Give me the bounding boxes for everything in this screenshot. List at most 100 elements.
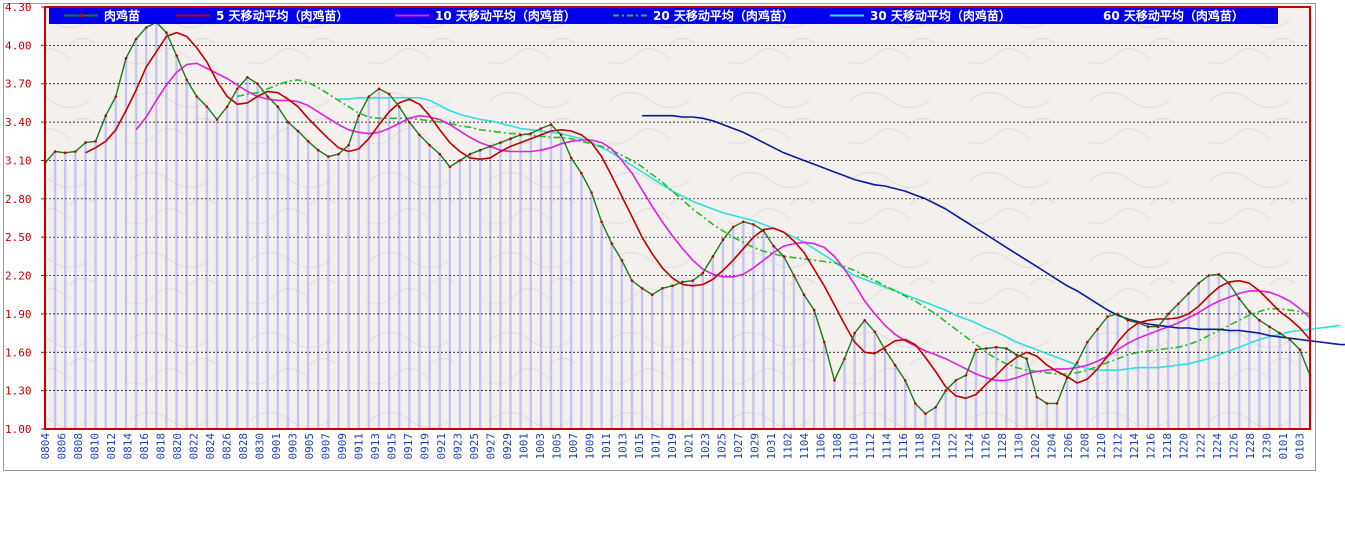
- x-tick-label: 0917: [402, 433, 415, 460]
- x-tick-label: 0820: [171, 433, 184, 460]
- background-bar: [610, 243, 613, 429]
- background-bar: [812, 310, 816, 429]
- x-tick-label: 1104: [798, 433, 811, 460]
- legend-entry: 10 天移动平均（肉鸡苗）: [435, 8, 576, 23]
- x-tick-label: 1130: [1013, 433, 1026, 460]
- data-point: [1167, 312, 1170, 316]
- background-bar: [185, 79, 188, 430]
- data-point: [853, 331, 856, 335]
- background-bar: [600, 221, 603, 429]
- x-tick-label: 0818: [155, 433, 168, 460]
- background-bar: [1146, 326, 1150, 429]
- data-point: [924, 412, 927, 416]
- background-bar: [742, 221, 745, 429]
- data-point: [266, 95, 269, 98]
- background-bar: [944, 390, 947, 429]
- y-tick-label: 2.80: [5, 193, 32, 206]
- legend-entry: 20 天移动平均（肉鸡苗）: [653, 8, 794, 23]
- data-point: [893, 363, 897, 367]
- data-point: [458, 159, 462, 162]
- data-point: [215, 118, 219, 121]
- x-tick-label: 0907: [320, 433, 333, 460]
- data-point: [1116, 312, 1119, 316]
- data-point: [731, 225, 735, 229]
- x-tick-label: 0925: [468, 433, 481, 460]
- y-tick-label: 1.30: [5, 385, 32, 398]
- x-tick-label: 1017: [650, 433, 663, 460]
- x-tick-label: 1116: [897, 433, 910, 460]
- background-bar: [964, 375, 968, 429]
- x-tick-label: 0810: [89, 433, 102, 460]
- x-tick-label: 1126: [980, 433, 993, 460]
- background-bar: [175, 55, 178, 429]
- background-bar: [499, 142, 502, 429]
- background-bar: [347, 145, 350, 429]
- x-tick-label: 1007: [567, 433, 580, 460]
- x-tick-label: 1110: [848, 433, 861, 460]
- background-bar: [256, 83, 259, 429]
- legend-entry: 30 天移动平均（肉鸡苗）: [870, 8, 1011, 23]
- background-bar: [1268, 326, 1271, 429]
- data-point: [984, 347, 988, 350]
- background-bar: [863, 320, 866, 429]
- data-point: [772, 244, 775, 248]
- data-point: [1025, 357, 1028, 361]
- legend-entry: 5 天移动平均（肉鸡苗）: [216, 8, 349, 23]
- data-point: [276, 105, 280, 108]
- data-point: [205, 105, 209, 108]
- background-bar: [337, 154, 340, 429]
- data-point: [438, 152, 442, 156]
- background-bar: [84, 142, 87, 429]
- data-point: [1177, 302, 1180, 306]
- background-bar: [974, 349, 978, 429]
- x-tick-label: 0814: [122, 433, 135, 460]
- data-point: [225, 105, 229, 108]
- background-bar: [145, 27, 148, 429]
- background-bar: [1096, 329, 1099, 429]
- background-bar: [124, 58, 128, 429]
- background-bar: [519, 134, 522, 429]
- background-bar: [104, 115, 107, 429]
- background-bar: [1207, 275, 1210, 429]
- data-point: [509, 137, 512, 140]
- data-point: [286, 120, 290, 124]
- data-point: [74, 150, 77, 153]
- data-point: [104, 114, 107, 117]
- background-bar: [1278, 333, 1281, 429]
- data-point: [600, 220, 603, 224]
- x-tick-label: 1023: [699, 433, 712, 460]
- background-bar: [1126, 320, 1129, 429]
- data-point: [1278, 331, 1281, 335]
- x-tick-label: 1118: [914, 433, 927, 460]
- background-bar: [418, 134, 421, 429]
- background-bar: [1157, 326, 1160, 429]
- data-point: [165, 31, 168, 34]
- y-tick-label: 4.00: [5, 39, 32, 52]
- data-point: [144, 26, 148, 29]
- x-tick-label: 1027: [732, 433, 745, 460]
- background-bar: [914, 403, 917, 429]
- background-bar: [398, 106, 401, 429]
- data-point: [306, 140, 310, 143]
- background-bar: [357, 115, 360, 429]
- data-point: [448, 165, 452, 169]
- data-point: [903, 379, 907, 382]
- background-bar: [64, 152, 67, 430]
- data-point: [1187, 292, 1190, 295]
- data-point: [580, 171, 583, 175]
- background-bar: [752, 224, 755, 429]
- data-point: [327, 155, 330, 158]
- background-bar: [134, 39, 138, 429]
- x-tick-label: 1202: [1029, 433, 1042, 460]
- legend-bar: [49, 7, 1278, 24]
- background-bar: [276, 106, 279, 429]
- background-bar: [1177, 303, 1180, 429]
- background-bar: [630, 280, 634, 429]
- background-bar: [296, 131, 300, 429]
- series-line-0: [44, 21, 1311, 415]
- background-bar: [377, 88, 381, 430]
- data-point: [347, 143, 350, 147]
- background-bar: [114, 96, 117, 429]
- x-tick-label: 1015: [633, 433, 646, 460]
